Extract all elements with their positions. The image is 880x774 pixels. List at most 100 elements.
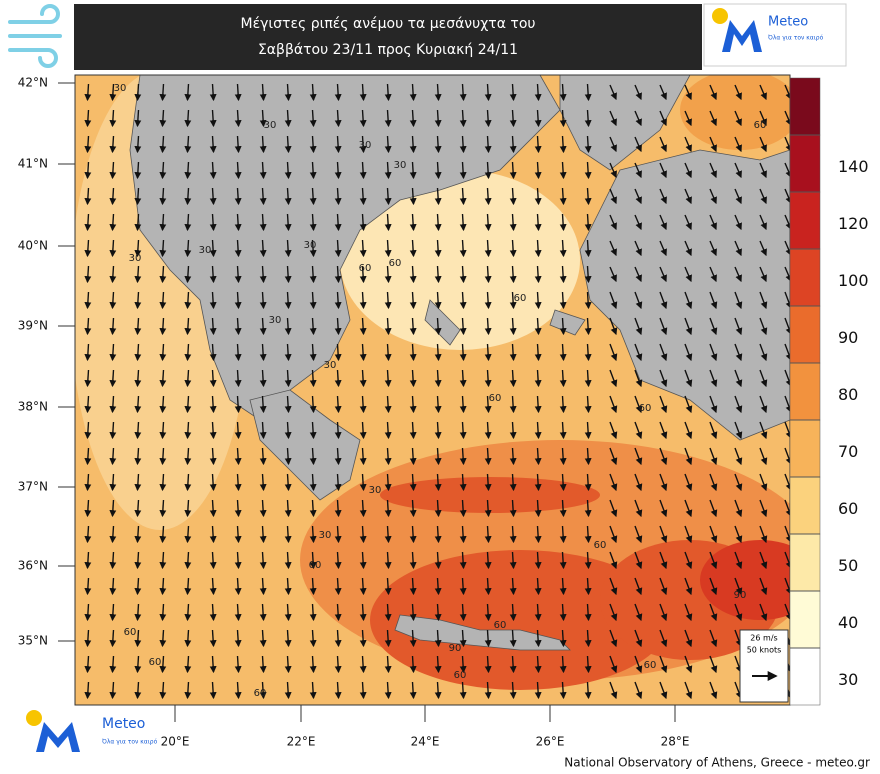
wind-arrow [684, 188, 692, 205]
wind-arrow [309, 681, 317, 700]
wind-arrow [459, 395, 467, 414]
wind-arrow [434, 109, 442, 128]
wind-arrow [409, 473, 417, 492]
wind-arrow [359, 551, 367, 570]
wind-arrow [484, 291, 492, 310]
wind-arrow [109, 499, 117, 518]
wind-arrow [184, 135, 192, 154]
lat-axis: 42°N 41°N 40°N 39°N 38°N 37°N 36°N 35°N [18, 76, 75, 648]
wind-arrow [184, 681, 192, 700]
wind-arrow [84, 291, 92, 310]
wind-arrow [359, 447, 367, 466]
wind-arrow [559, 369, 567, 388]
wind-arrow [559, 187, 567, 206]
wind-arrow [659, 473, 668, 492]
wind-arrow [334, 213, 342, 232]
wind-arrow [359, 499, 367, 518]
wind-arrow [534, 83, 542, 102]
wind-arrow [234, 577, 242, 596]
wind-arrow [684, 136, 692, 153]
title-line: Μέγιστες ριπές ανέμου τα μεσάνυχτα του [240, 16, 535, 32]
wind-arrow [609, 395, 618, 414]
wind-arrow [784, 84, 790, 101]
wind-arrow [434, 655, 442, 674]
wind-arrow [584, 187, 592, 206]
wind-arrow [384, 551, 392, 570]
wind-arrow [184, 161, 192, 180]
wind-arrow [134, 83, 142, 102]
wind-arrow [209, 135, 217, 154]
wind-arrow [184, 447, 192, 466]
wind-arrow [434, 577, 442, 596]
wind-arrow [384, 317, 392, 336]
wind-arrow [709, 188, 717, 205]
wind-arrow [759, 499, 768, 518]
wind-arrow [684, 421, 693, 440]
wind-arrow [709, 369, 718, 388]
colorbar: 30 40 50 60 70 80 90 100 120 140 [789, 77, 869, 706]
wind-arrow [159, 317, 167, 336]
wind-arrow [434, 343, 442, 362]
lat-label: 40°N [18, 239, 48, 253]
wind-arrow [659, 525, 668, 544]
wind-arrow [259, 447, 267, 466]
wind-arrow [434, 473, 442, 492]
wind-arrow [709, 110, 717, 127]
wind-arrow [584, 317, 592, 336]
wind-arrow [609, 110, 617, 127]
wind-arrow [184, 577, 192, 596]
wind-arrow [309, 291, 317, 310]
wind-arrow [234, 681, 242, 700]
wind-arrow [334, 395, 342, 414]
wind-arrow [84, 135, 92, 154]
wind-arrow [234, 213, 242, 232]
wind-arrow [684, 629, 693, 648]
contour-label: 30 [319, 530, 332, 541]
wind-arrow [384, 421, 392, 440]
contour-label: 60 [359, 263, 372, 274]
wind-arrow [684, 473, 693, 492]
wind-arrow [359, 265, 367, 284]
contour-label: 60 [309, 560, 322, 571]
wind-arrow [359, 213, 367, 232]
wind-arrow [684, 525, 693, 544]
wind-arrow [259, 291, 267, 310]
map-area: 30 30 30 30 30 30 30 30 60 60 60 30 60 60 30 30 60 60 60 60… [75, 75, 790, 705]
wind-arrow [709, 214, 717, 231]
wind-arrow [659, 681, 668, 700]
wind-arrow [134, 447, 142, 466]
wind-arrow [84, 577, 92, 596]
wind-arrow [434, 447, 442, 466]
wind-arrow [534, 603, 542, 622]
reference-vector-box [739, 629, 789, 703]
wind-arrow [609, 162, 617, 179]
wind-arrow [259, 577, 267, 596]
wind-arrow [234, 187, 242, 206]
field-patch [340, 170, 580, 350]
title-bar [74, 4, 702, 70]
wind-arrow [534, 369, 542, 388]
wind-arrow [434, 239, 442, 258]
wind-arrow [184, 239, 192, 258]
wind-arrow [109, 629, 117, 648]
wind-arrow [109, 681, 117, 700]
wind-arrow [584, 655, 592, 674]
wind-arrow [384, 187, 392, 206]
wind-arrow [284, 135, 292, 154]
wind-arrow [359, 83, 367, 102]
wind-arrow [84, 343, 92, 362]
lon-label: 26°E [536, 735, 565, 749]
wind-arrow [359, 291, 367, 310]
wind-arrow [159, 655, 167, 674]
wind-arrow [709, 603, 718, 622]
wind-arrow [684, 395, 693, 414]
wind-arrow [334, 291, 342, 310]
wind-arrow [334, 265, 342, 284]
reference-vector-label: 26 m/s [750, 634, 777, 643]
wind-arrow [459, 369, 467, 388]
wind-arrow [334, 447, 342, 466]
wind-arrow [234, 317, 242, 336]
colorbar-label: 80 [838, 385, 858, 404]
wind-arrow [209, 265, 217, 284]
